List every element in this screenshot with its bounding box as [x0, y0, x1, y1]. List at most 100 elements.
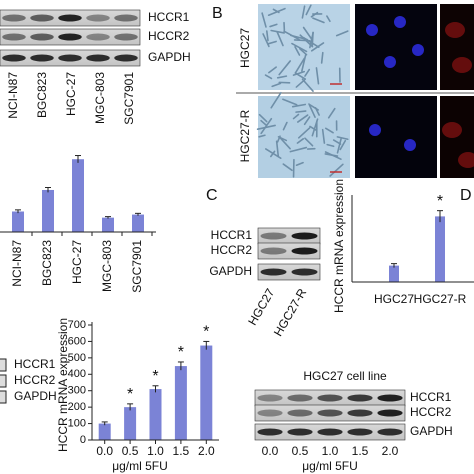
band	[347, 394, 373, 402]
cell	[267, 40, 277, 45]
cell	[271, 82, 282, 88]
band	[257, 409, 283, 417]
cell	[272, 8, 280, 14]
bar	[200, 345, 213, 440]
band	[287, 409, 313, 417]
band	[260, 232, 287, 240]
cell	[295, 161, 304, 167]
y-tick-label: 300	[68, 385, 86, 397]
cell	[304, 68, 311, 77]
cell	[301, 78, 314, 92]
cell	[294, 57, 306, 74]
x-tick-label: 0.0	[96, 444, 113, 458]
row-label: HGC27-R	[238, 109, 252, 162]
cell	[292, 113, 300, 120]
band	[317, 428, 343, 436]
band	[291, 268, 318, 276]
cell	[269, 23, 278, 28]
cell	[270, 91, 282, 109]
cell	[299, 34, 314, 48]
cell	[262, 33, 270, 48]
band-label: HCCR1	[148, 10, 190, 24]
cell	[282, 98, 298, 106]
cell	[294, 72, 307, 80]
bar	[132, 214, 144, 232]
bar	[42, 189, 54, 232]
blot-strip	[0, 390, 7, 404]
band	[317, 394, 343, 402]
significance: *	[152, 368, 158, 385]
blot-strip	[257, 263, 321, 281]
x-tick-label: HGC27	[374, 292, 414, 306]
cell	[282, 121, 288, 131]
band	[377, 409, 403, 417]
cell	[327, 107, 336, 119]
band-label: GAPDH	[410, 424, 453, 438]
lane-label: SGC7901	[122, 72, 136, 125]
row-label: HGC27	[238, 28, 252, 68]
panel-label: B	[212, 5, 223, 22]
cell	[277, 136, 288, 142]
x-tick-label: HGC27-R	[414, 292, 467, 306]
nucleus	[366, 24, 378, 36]
band	[317, 409, 343, 417]
band-label: HCCR2	[410, 405, 452, 419]
bar	[435, 216, 445, 282]
lane-label: MGC-803	[93, 72, 107, 124]
y-tick-label: 500	[68, 352, 86, 364]
cell	[303, 116, 311, 126]
cell	[301, 5, 306, 19]
y-tick-label: 0	[80, 434, 86, 446]
cell	[264, 148, 282, 159]
band	[114, 14, 138, 22]
x-tick-label: 1.0	[147, 444, 164, 458]
nucleus	[404, 139, 416, 151]
cell	[279, 137, 291, 150]
cell	[336, 138, 342, 154]
cell	[305, 4, 312, 16]
lane-label: 1.5	[352, 444, 369, 458]
band	[86, 54, 110, 62]
cell	[321, 128, 326, 144]
lane-label: 1.0	[322, 444, 339, 458]
cell	[289, 146, 308, 153]
lane-label: 0.5	[292, 444, 309, 458]
blot-strip	[0, 358, 7, 372]
band	[2, 14, 26, 22]
cell	[268, 66, 277, 74]
cell	[310, 42, 325, 52]
phase-image	[258, 96, 350, 178]
cell	[335, 30, 349, 37]
band	[114, 33, 138, 41]
nucleus	[412, 44, 424, 56]
cell	[282, 163, 293, 172]
band-label: HCCR2	[148, 29, 190, 43]
cell	[276, 75, 288, 79]
cell	[260, 117, 273, 135]
cell	[296, 114, 309, 123]
nucleus	[384, 56, 396, 68]
band	[347, 428, 373, 436]
cell	[312, 17, 325, 24]
cell	[311, 118, 319, 137]
band	[377, 394, 403, 402]
cell	[336, 136, 349, 141]
cell	[270, 29, 285, 34]
cell	[339, 139, 347, 151]
band	[30, 33, 54, 41]
significance: *	[178, 344, 184, 361]
cell	[258, 113, 268, 123]
y-axis-label: HCCR mRNA expression	[56, 318, 70, 452]
bar	[12, 211, 24, 232]
y-axis-label: HCCR mRNA expression	[332, 179, 346, 313]
x-tick-label: BGC823	[40, 240, 54, 286]
bar	[174, 366, 187, 440]
band	[30, 14, 54, 22]
bar	[149, 389, 162, 440]
x-tick-label: SGC7901	[130, 240, 144, 293]
cell	[297, 127, 311, 139]
band	[257, 394, 283, 402]
band-label: GAPDH	[14, 389, 57, 403]
y-tick-label: 200	[68, 401, 86, 413]
